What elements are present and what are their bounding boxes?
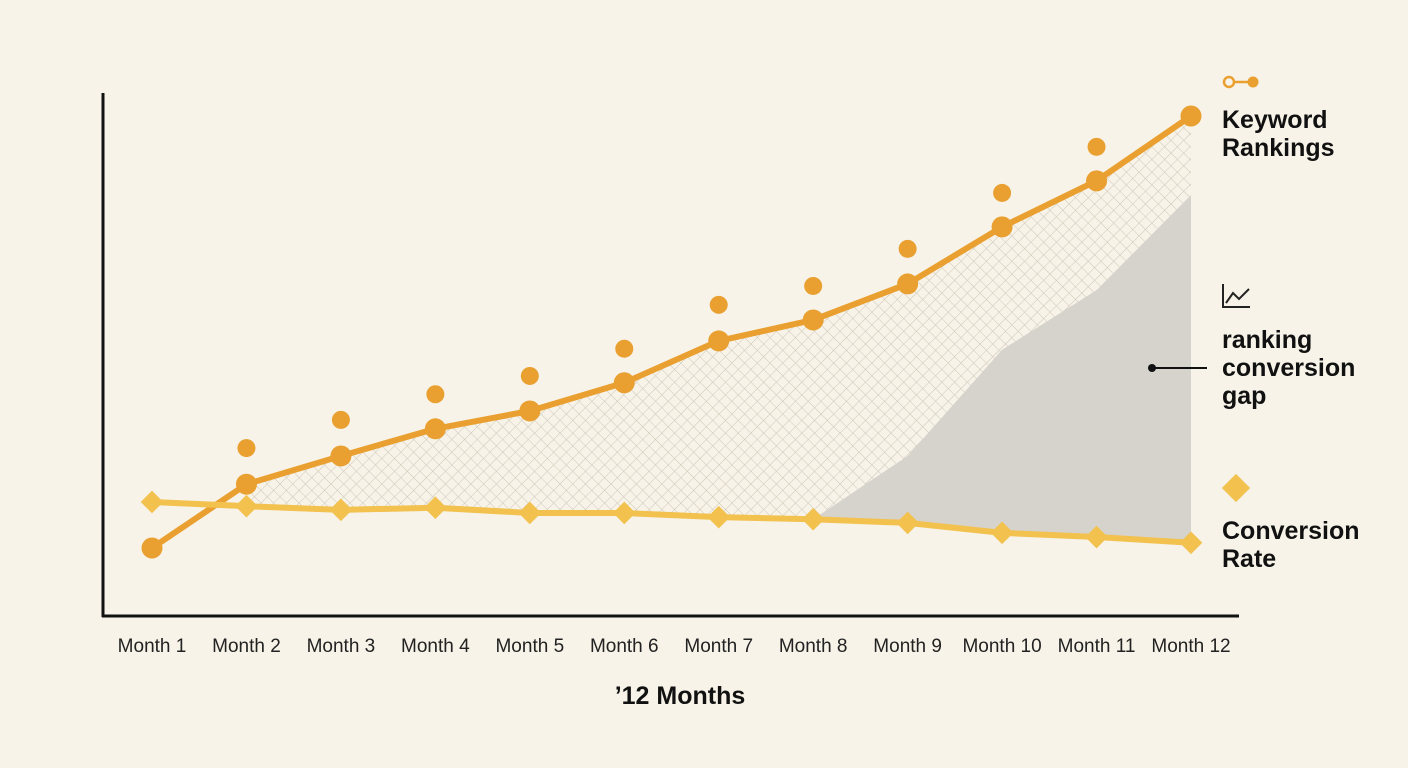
legend-label: Conversion Rate [1222,517,1360,573]
x-tick-label: Month 1 [118,636,187,657]
x-tick-label: Month 11 [1058,636,1136,657]
data-point [331,410,350,429]
x-axis-title: ’12 Months [615,682,746,710]
data-point [896,511,919,535]
data-point [424,496,447,520]
data-point [520,366,539,385]
data-point [1086,170,1108,192]
data-point [1085,525,1108,549]
data-point [801,507,825,531]
data-point [991,216,1013,238]
x-tick-label: Month 8 [779,636,848,657]
series-line [151,498,1192,546]
data-point [237,439,256,458]
data-point [804,276,823,295]
data-point [613,372,635,394]
x-tick-label: Month 3 [307,636,376,657]
x-tick-label: Month 10 [962,636,1041,657]
x-tick-label: Month 5 [495,636,564,657]
data-point [990,521,1014,545]
data-point [709,295,728,314]
data-point [708,330,730,352]
legend-icon-keyword [1222,75,1259,89]
data-point [426,385,445,404]
legend-label: ranking conversion gap [1222,326,1356,410]
data-point [329,498,353,522]
data-point [330,445,352,467]
x-tick-label: Month 9 [873,636,942,657]
data-point [897,273,919,295]
x-tick-label: Month 7 [684,636,753,657]
data-point [612,501,636,525]
gap-area [813,194,1191,543]
data-point [707,505,731,529]
legend-label: Keyword Rankings [1222,106,1335,162]
legend-icon-gap [1222,284,1250,308]
data-point [993,183,1012,202]
x-tick-label: Month 12 [1151,636,1230,657]
data-point [1087,137,1106,156]
data-point [615,339,634,358]
x-tick-label: Month 2 [212,636,281,657]
x-tick-label: Month 6 [590,636,659,657]
x-tick-label: Month 4 [401,636,470,657]
legend-icon-conversion [1221,473,1251,503]
data-point [802,309,824,331]
data-point [140,490,164,514]
data-point [235,473,257,495]
data-point [424,418,446,440]
data-point [898,239,917,258]
data-point [518,501,542,525]
series-line [150,113,1193,551]
data-point [141,537,163,559]
data-point [519,400,541,422]
data-point [1179,531,1203,555]
data-point [1180,105,1202,127]
gap-leader [1148,364,1207,372]
